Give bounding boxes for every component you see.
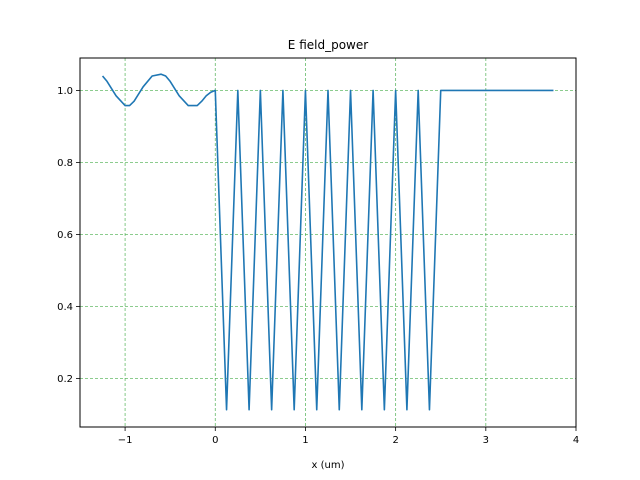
x-tick-label: 1 xyxy=(302,435,308,446)
x-tick-label: 2 xyxy=(392,435,398,446)
y-tick-label: 0.2 xyxy=(57,374,73,385)
y-tick-label: 1.0 xyxy=(57,86,73,97)
y-tick-label: 0.4 xyxy=(57,302,73,313)
x-tick-label: 4 xyxy=(573,435,579,446)
x-tick-label: 3 xyxy=(483,435,489,446)
e-field-power-line xyxy=(101,73,554,411)
x-axis-label: x (um) xyxy=(312,460,345,471)
y-tick-label: 0.6 xyxy=(57,230,73,241)
x-tick-label: −1 xyxy=(118,435,133,446)
tick-layer: −1 0 1 2 3 4 0.2 0.4 0.6 0.8 1.0 xyxy=(57,86,579,446)
y-tick-label: 0.8 xyxy=(57,158,73,169)
series-layer xyxy=(101,73,554,411)
grid-layer xyxy=(80,58,577,427)
x-tick-label: 0 xyxy=(212,435,218,446)
plot-frame xyxy=(79,57,577,428)
chart-title: E field_power xyxy=(288,38,368,52)
